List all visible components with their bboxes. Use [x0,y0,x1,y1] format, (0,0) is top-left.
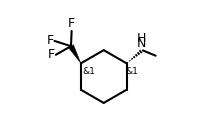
Text: &1: &1 [125,67,138,76]
Text: F: F [48,48,55,61]
Text: F: F [46,34,53,47]
Text: F: F [68,17,75,30]
Polygon shape [68,45,81,63]
Text: &1: &1 [82,67,95,76]
Text: N: N [137,37,146,50]
Text: H: H [137,32,146,45]
